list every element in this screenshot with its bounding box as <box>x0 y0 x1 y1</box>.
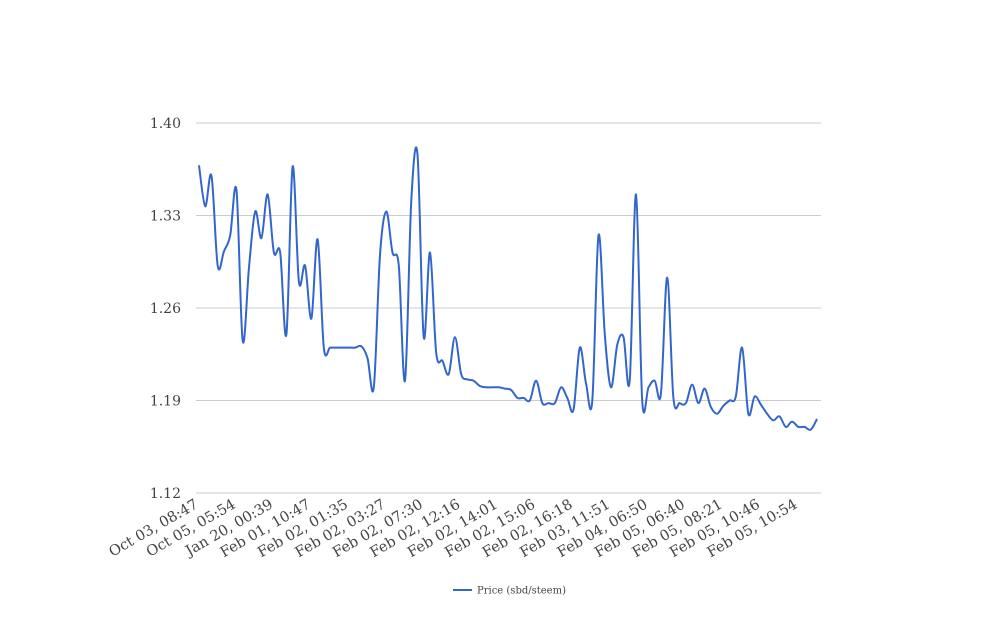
y-tick-label: 1.26 <box>150 301 181 317</box>
y-tick-label: 1.33 <box>150 209 181 225</box>
legend: Price (sbd/steem) <box>453 586 566 597</box>
legend-label: Price (sbd/steem) <box>477 586 566 597</box>
series-layer <box>198 146 818 431</box>
y-tick-label: 1.12 <box>150 486 181 502</box>
gridlines <box>196 122 821 494</box>
y-tick-label: 1.19 <box>150 394 181 410</box>
y-axis-ticks: 1.12 1.19 1.26 1.33 1.40 <box>150 116 181 502</box>
series-line-price <box>198 146 818 431</box>
y-tick-label: 1.40 <box>150 116 181 132</box>
